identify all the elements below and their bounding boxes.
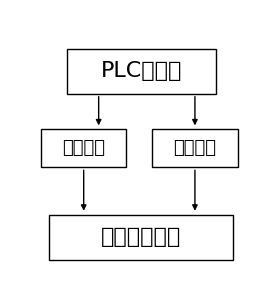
- FancyArrowPatch shape: [96, 97, 101, 124]
- Text: 燃气管路装置: 燃气管路装置: [101, 227, 182, 247]
- FancyArrowPatch shape: [81, 170, 86, 209]
- Text: 火检装置: 火检装置: [173, 140, 216, 157]
- FancyArrowPatch shape: [193, 97, 197, 124]
- Text: 控温装置: 控温装置: [62, 140, 105, 157]
- Bar: [41, 129, 126, 168]
- FancyArrowPatch shape: [193, 170, 197, 209]
- Bar: [152, 129, 238, 168]
- Bar: [49, 215, 233, 260]
- Bar: [67, 49, 216, 94]
- Text: PLC控制柜: PLC控制柜: [101, 61, 182, 81]
